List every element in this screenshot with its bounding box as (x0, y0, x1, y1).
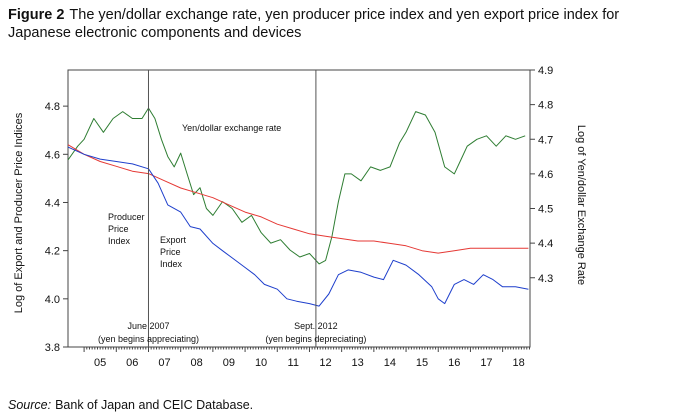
y-right-tick-label-4.4: 4.4 (538, 238, 553, 250)
plot-frame (67, 69, 531, 348)
y-right-tick-label-4.6: 4.6 (538, 169, 553, 181)
x-tick-label-15: 15 (416, 357, 428, 369)
annotation-label-1: June 2007 (127, 321, 169, 331)
x-tick-label-05: 05 (94, 357, 106, 369)
figure-title-text: The yen/dollar exchange rate, yen produc… (69, 7, 619, 23)
axis-ticks: 05 06 07 08 09 10 11 12 13 14 15 16 17 18 3.8 4.0 4.2 4.4… (45, 65, 554, 369)
x-tick-label-06: 06 (126, 357, 138, 369)
figure-title-line2: Japanese electronic components and devic… (8, 25, 301, 41)
y-right-tick-label-4.3: 4.3 (538, 273, 553, 285)
y-left-tick-label-3.8: 3.8 (45, 342, 60, 354)
y-left-tick-label-4.0: 4.0 (45, 294, 60, 306)
x-tick-label-11: 11 (288, 357, 299, 369)
y-left-tick-label-4.6: 4.6 (45, 149, 60, 161)
series-lines (67, 107, 529, 307)
x-tick-label-17: 17 (480, 357, 492, 369)
y-axis-title-left: Log of Export and Producer Price Indices (13, 112, 25, 313)
x-tick-label-12: 12 (319, 357, 331, 369)
y-axis-title-right: Log of Yen/dollar Exchange Rate (575, 125, 587, 285)
x-tick-label-18: 18 (513, 357, 525, 369)
source-note: Source: Bank of Japan and CEIC Database. (8, 398, 253, 412)
y-right-tick-label-4.8: 4.8 (538, 100, 553, 112)
y-left-tick-label-4.4: 4.4 (45, 197, 60, 209)
x-tick-label-09: 09 (223, 357, 235, 369)
series-line-export-price-index (67, 146, 529, 307)
source-label: Source: (8, 398, 51, 412)
y-right-tick-label-4.9: 4.9 (538, 65, 553, 77)
y-left-tick-label-4.2: 4.2 (45, 246, 60, 258)
y-right-tick-label-4.7: 4.7 (538, 134, 553, 146)
x-tick-label-13: 13 (352, 357, 364, 369)
x-tick-label-10: 10 (255, 357, 267, 369)
series-line-yen-dollar-exchange-rate (67, 107, 526, 265)
annotation-lines: June 2007 (yen begins appreciating) Sept. … (98, 70, 366, 347)
series-label-export-price-index: Export Price Index (160, 235, 187, 269)
series-line-producer-price-index (67, 144, 529, 254)
x-tick-label-07: 07 (158, 357, 170, 369)
annotation-note-1: (yen begins appreciating) (98, 334, 199, 344)
x-tick-label-14: 14 (384, 357, 396, 369)
y-right-tick-label-4.5: 4.5 (538, 204, 553, 216)
source-text: Bank of Japan and CEIC Database. (55, 398, 253, 412)
series-labels: Yen/dollar exchange rate Producer Price Ind… (108, 123, 281, 269)
figure-label: Figure 2 (8, 7, 64, 23)
series-label-producer-price-index: Producer Price Index (108, 212, 145, 246)
annotation-label-2: Sept. 2012 (294, 321, 338, 331)
x-tick-label-08: 08 (191, 357, 203, 369)
y-left-tick-label-4.8: 4.8 (45, 101, 60, 113)
annotation-note-2: (yen begins depreciating) (265, 334, 366, 344)
figure-title-line1: Figure 2 The yen/dollar exchange rate, ye… (8, 7, 619, 23)
x-tick-label-16: 16 (448, 357, 460, 369)
series-label-yen-dollar-exchange-rate: Yen/dollar exchange rate (182, 123, 281, 133)
